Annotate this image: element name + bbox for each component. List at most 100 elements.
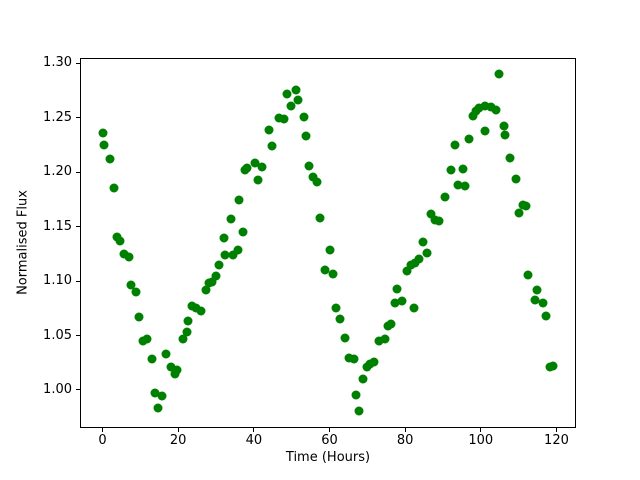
data-point: [228, 250, 238, 260]
x-tick: [555, 427, 557, 432]
y-tick-label: 1.20: [43, 164, 72, 180]
data-point: [418, 237, 428, 247]
data-point: [274, 113, 284, 123]
data-point: [238, 227, 247, 237]
x-tick-label: 80: [396, 433, 414, 448]
x-tick: [102, 427, 104, 432]
data-point: [234, 195, 244, 204]
y-tick: [75, 117, 80, 119]
data-point: [242, 163, 252, 173]
x-tick: [253, 427, 255, 432]
data-point: [430, 215, 440, 225]
data-point: [494, 69, 504, 79]
data-point: [126, 280, 136, 290]
data-point: [207, 277, 217, 287]
y-tick: [75, 62, 80, 64]
data-point: [150, 388, 160, 398]
x-tick-label: 100: [468, 433, 494, 448]
data-point: [301, 131, 311, 141]
y-tick-label: 1.25: [43, 109, 72, 125]
data-point: [474, 103, 484, 113]
data-point: [131, 287, 141, 297]
data-point: [409, 303, 419, 313]
data-point: [211, 271, 221, 281]
data-point: [450, 140, 460, 150]
data-point: [499, 121, 509, 130]
x-tick: [480, 427, 482, 432]
data-point: [115, 236, 125, 246]
data-point: [282, 89, 292, 99]
data-point: [109, 183, 118, 193]
data-point: [304, 161, 314, 171]
data-point: [422, 248, 432, 258]
data-point: [374, 336, 384, 346]
data-point: [279, 114, 289, 124]
data-point: [291, 85, 301, 95]
data-point: [299, 112, 309, 122]
data-point: [358, 374, 368, 384]
y-axis-label: Normalised Flux: [15, 190, 31, 295]
data-point: [253, 175, 263, 185]
data-point: [464, 134, 474, 144]
y-tick-label: 1.10: [43, 273, 72, 289]
data-point: [315, 213, 325, 223]
data-point: [264, 125, 274, 135]
x-axis-label: Time (Hours): [285, 450, 371, 465]
y-tick: [75, 171, 80, 173]
data-point: [386, 319, 396, 329]
x-tick: [177, 427, 179, 432]
data-point: [523, 270, 533, 280]
data-point: [349, 354, 359, 364]
y-tick: [75, 226, 80, 228]
data-point: [500, 130, 510, 140]
y-tick-label: 1.00: [43, 381, 72, 397]
data-point: [191, 303, 201, 313]
data-point: [250, 158, 260, 167]
data-point: [340, 333, 350, 343]
data-point: [134, 312, 144, 322]
data-point: [530, 295, 540, 305]
x-tick: [329, 427, 330, 432]
data-point: [458, 164, 468, 174]
data-point: [331, 303, 341, 313]
y-tick: [75, 389, 80, 391]
y-tick: [75, 335, 80, 337]
x-tick-label: 40: [245, 433, 263, 448]
data-point: [392, 284, 402, 294]
x-tick: [404, 427, 406, 432]
data-point: [380, 334, 390, 344]
data-point: [226, 214, 236, 224]
y-tick-label: 1.05: [43, 327, 72, 343]
data-point: [196, 306, 206, 315]
data-point: [344, 353, 354, 363]
data-point: [178, 334, 188, 344]
data-point: [453, 180, 463, 190]
data-point: [320, 265, 330, 275]
data-point: [219, 233, 229, 243]
data-point: [369, 357, 379, 367]
data-point: [286, 101, 296, 111]
data-point: [468, 111, 478, 121]
data-point: [267, 141, 277, 151]
data-point: [182, 327, 192, 337]
y-tick-label: 1.15: [43, 218, 72, 234]
data-point: [480, 101, 490, 111]
plot-area: [80, 57, 576, 428]
data-point: [541, 311, 551, 321]
y-tick: [75, 280, 80, 282]
data-point: [491, 105, 501, 115]
data-point: [293, 95, 303, 105]
data-point: [124, 252, 134, 262]
data-point: [153, 403, 163, 413]
data-point: [414, 254, 424, 264]
data-point: [257, 162, 267, 172]
data-point: [328, 269, 338, 278]
data-point: [486, 102, 496, 112]
data-point: [538, 298, 548, 308]
data-point: [505, 153, 515, 163]
data-point: [161, 349, 171, 359]
data-point: [201, 285, 211, 295]
x-tick-label: 60: [321, 433, 338, 448]
data-point: [446, 165, 456, 175]
